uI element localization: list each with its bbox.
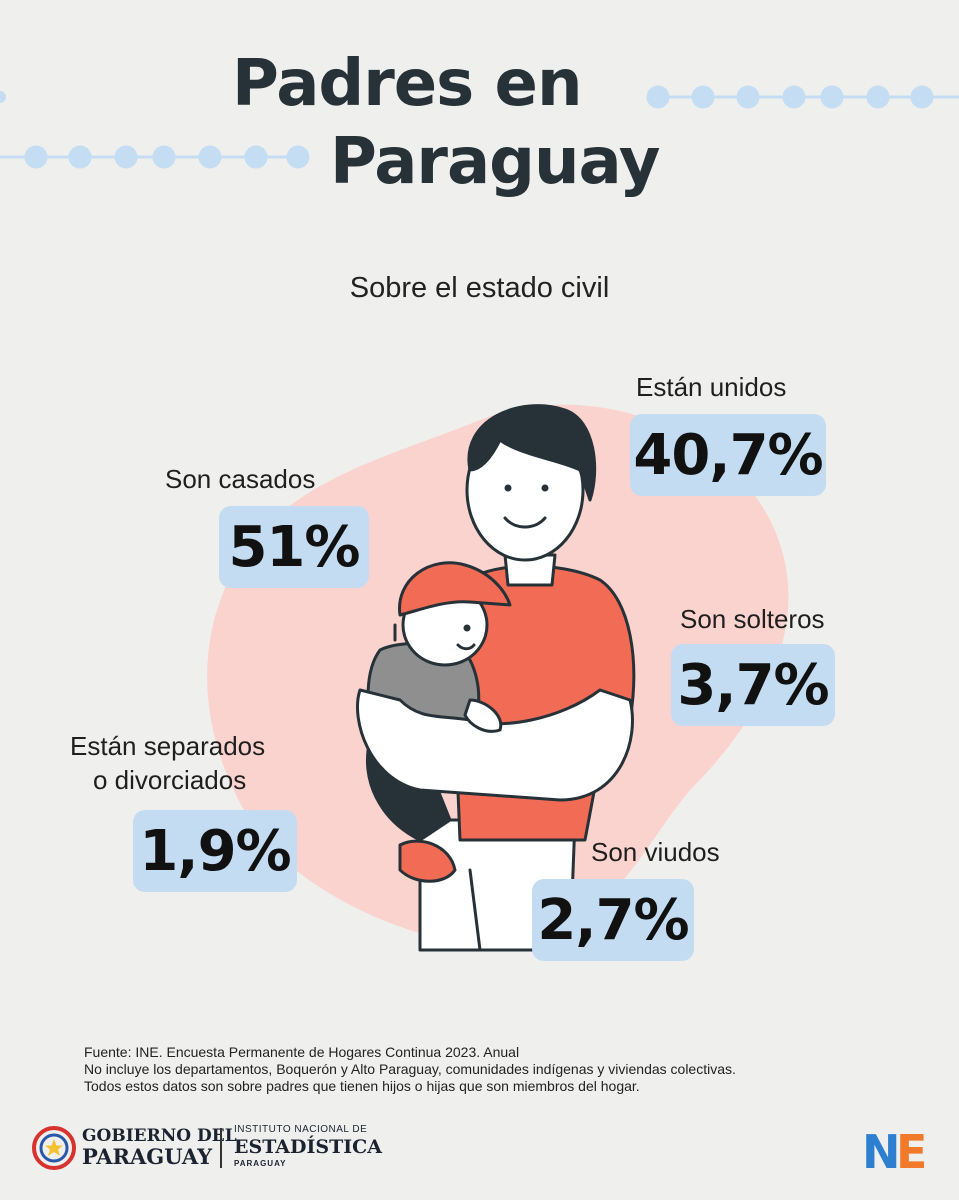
label-separados-line-2: o divorciados xyxy=(93,765,247,795)
footnote-line-3: Todos estos datos son sobre padres que t… xyxy=(84,1078,640,1094)
footnote-line-1: Fuente: INE. Encuesta Permanente de Hoga… xyxy=(84,1044,520,1060)
source-footnote: Fuente: INE. Encuesta Permanente de Hoga… xyxy=(84,1044,904,1095)
label-separados-line-1: Están separados xyxy=(70,731,266,761)
ine-text-2: ESTADÍSTICA xyxy=(234,1136,383,1158)
gobierno-logo: GOBIERNO DEL PARAGUAY INSTITUTO NACIONAL… xyxy=(30,1122,383,1174)
decor-dot-edge xyxy=(0,91,6,103)
label-solteros: Son solteros xyxy=(680,604,825,634)
decor-dotted-line-top xyxy=(646,85,959,109)
value-casados: 51% xyxy=(219,506,369,588)
label-viudos: Son viudos xyxy=(591,837,720,867)
value-unidos: 40,7% xyxy=(630,414,826,496)
label-casados: Son casados xyxy=(165,464,316,494)
value-separados: 1,9% xyxy=(133,810,297,892)
ine-mark-e: E xyxy=(896,1126,927,1172)
page-title-line-2: Paraguay xyxy=(330,125,660,199)
decor-dotted-line-left xyxy=(0,145,310,169)
page-title-line-1: Padres en xyxy=(232,47,582,121)
ine-mark-n: N xyxy=(862,1126,901,1172)
page-subtitle: Sobre el estado civil xyxy=(349,272,610,304)
value-solteros: 3,7% xyxy=(671,644,835,726)
ine-text-3: PARAGUAY xyxy=(234,1159,287,1168)
gobierno-text-2: PARAGUAY xyxy=(82,1144,213,1169)
logo-divider xyxy=(220,1128,222,1168)
father-illustration xyxy=(356,404,636,952)
ine-logo-icon: N E xyxy=(862,1126,927,1172)
gobierno-seal-icon xyxy=(32,1126,76,1170)
footnote-line-2: No incluye los departamentos, Boquerón y… xyxy=(84,1061,736,1077)
label-unidos: Están unidos xyxy=(636,372,787,402)
gobierno-text-1: GOBIERNO DEL xyxy=(82,1126,237,1146)
value-viudos: 2,7% xyxy=(532,879,694,961)
ine-text-1: INSTITUTO NACIONAL DE xyxy=(234,1124,368,1135)
